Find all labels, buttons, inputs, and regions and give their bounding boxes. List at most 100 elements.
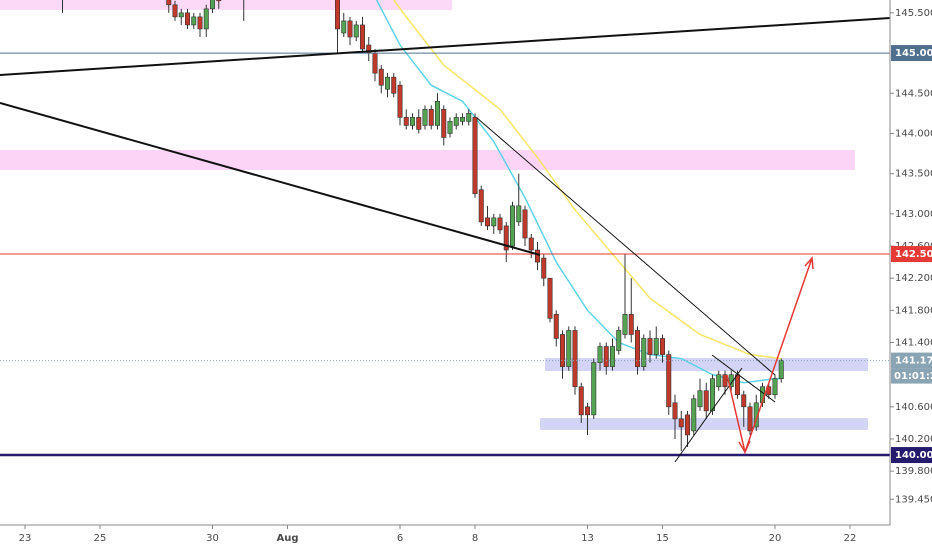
candle-body — [572, 330, 578, 388]
candle-body — [397, 84, 403, 118]
price-label: 145.000 — [895, 48, 932, 59]
trendline — [0, 102, 541, 256]
candle-body — [522, 209, 528, 239]
price-label-box — [891, 45, 932, 62]
price-label-box — [891, 246, 932, 263]
candle-body — [741, 394, 747, 408]
x-tick-label: 6 — [397, 533, 403, 544]
y-tick-label: 140.600 — [895, 402, 932, 413]
y-tick-label: 143.000 — [895, 209, 932, 220]
candle-body — [166, 0, 172, 6]
candle-body — [772, 378, 778, 396]
candle-body — [628, 314, 634, 335]
candle-body — [603, 346, 609, 367]
trendlines — [0, 17, 890, 463]
candle-body — [653, 338, 659, 355]
moving-average — [375, 0, 782, 384]
candle-body — [709, 378, 715, 412]
candle-body — [210, 0, 216, 10]
candle-body — [197, 16, 203, 30]
candle-body — [566, 330, 572, 367]
candle-body — [416, 117, 422, 130]
candle-body — [553, 314, 559, 339]
x-tick-label: Aug — [276, 533, 298, 544]
y-tick-label: 141.800 — [895, 305, 932, 316]
candle-body — [185, 12, 191, 26]
candle-body — [722, 374, 728, 388]
candle-body — [453, 117, 459, 126]
arrow-head — [804, 256, 814, 270]
candle-body — [609, 346, 615, 367]
candle-body — [778, 360, 784, 379]
x-tick-label: 20 — [769, 533, 782, 544]
trendline — [0, 17, 890, 76]
candle-body — [678, 418, 684, 428]
candle-body — [403, 117, 409, 126]
y-tick-label: 142.200 — [895, 273, 932, 284]
candle-body — [547, 277, 553, 319]
candle-body — [434, 101, 440, 126]
candle-body — [441, 109, 447, 138]
candle-body — [459, 117, 465, 122]
candle-body — [634, 330, 640, 367]
candle-body — [672, 402, 678, 420]
trendline — [476, 117, 776, 376]
candle-body — [597, 346, 603, 363]
candle-body — [659, 338, 665, 355]
candle-body — [559, 334, 565, 367]
candle-body — [497, 217, 503, 231]
y-tick-label: 139.800 — [895, 466, 932, 477]
y-tick-label: 144.500 — [895, 88, 932, 99]
candle-body — [353, 24, 359, 38]
candle-body — [541, 257, 547, 279]
candle-body — [372, 52, 378, 74]
candle-body — [478, 189, 484, 223]
candle-body — [216, 0, 222, 2]
candle-body — [484, 217, 490, 227]
candle-body — [472, 117, 478, 195]
zone — [540, 418, 868, 430]
candle-body — [466, 113, 472, 122]
x-tick-label: 13 — [581, 533, 594, 544]
zone — [0, 0, 452, 10]
x-tick-label: 8 — [472, 533, 478, 544]
candle-body — [509, 205, 515, 247]
candle-body — [616, 330, 622, 351]
candle-body — [334, 0, 340, 30]
price-label-box — [891, 352, 932, 369]
price-label: 142.500 — [895, 249, 932, 260]
candle-body — [503, 225, 509, 251]
candle-body — [584, 406, 590, 416]
candle-body — [359, 24, 365, 50]
moving-average — [393, 0, 782, 360]
candle-body — [172, 4, 178, 18]
y-tick-label: 145.500 — [895, 8, 932, 19]
x-tick-label: 15 — [656, 533, 669, 544]
candle-body — [341, 20, 347, 34]
countdown-box — [891, 368, 932, 384]
candle-body — [691, 398, 697, 432]
zone — [0, 150, 855, 170]
candle-body — [528, 237, 534, 251]
candle-body — [409, 117, 415, 126]
zone — [545, 358, 868, 371]
y-tick-label: 144.000 — [895, 128, 932, 139]
plot-area — [0, 0, 890, 457]
candle-body — [734, 374, 740, 396]
candle-body — [384, 76, 390, 90]
trendline — [674, 367, 743, 463]
y-tick-label: 143.500 — [895, 169, 932, 180]
candle-body — [578, 386, 584, 416]
candle-body — [641, 338, 647, 367]
x-tick-label: 23 — [19, 533, 32, 544]
candle-body — [391, 76, 397, 94]
candle-body — [178, 12, 184, 18]
candle-body — [697, 390, 703, 408]
candle-body — [684, 414, 690, 436]
y-tick-label: 141.400 — [895, 337, 932, 348]
x-tick-label: 25 — [94, 533, 107, 544]
candle-body — [447, 121, 453, 134]
candle-body — [666, 354, 672, 408]
candle-body — [591, 362, 597, 416]
